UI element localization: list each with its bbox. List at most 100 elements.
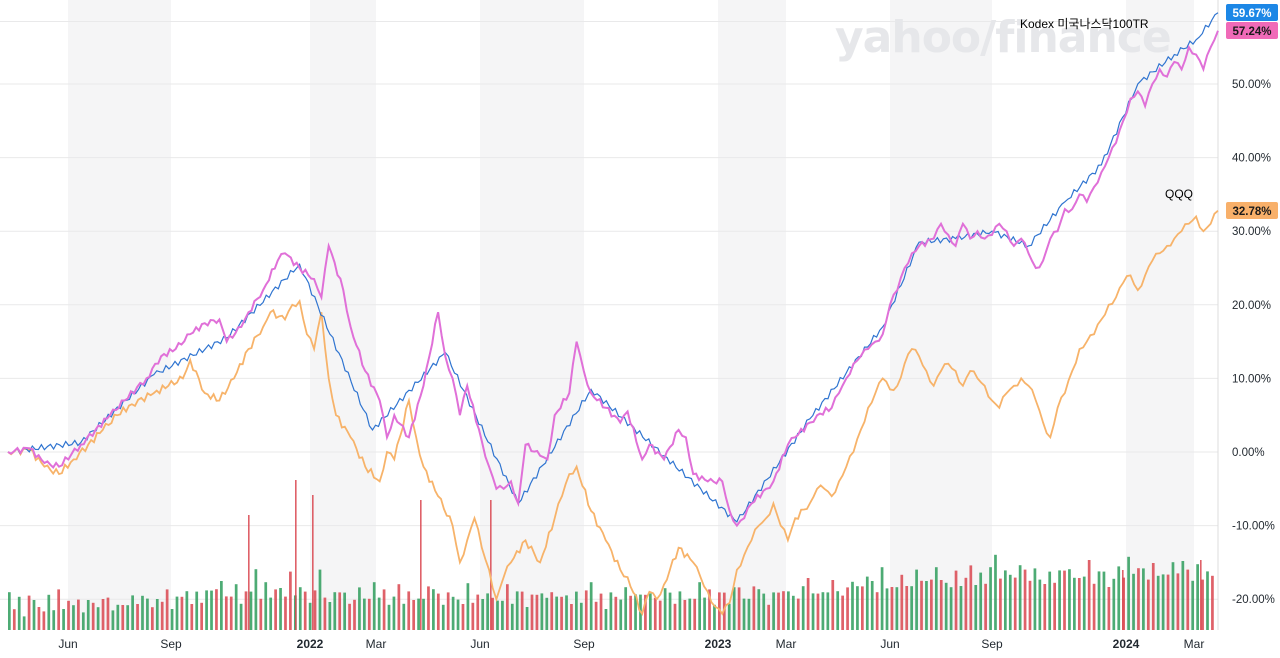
series-label-qqq: QQQ [1165, 187, 1193, 201]
volume-bar [870, 581, 874, 630]
volume-bar [77, 599, 80, 630]
volume-bar [175, 596, 179, 630]
volume-bar [693, 598, 697, 630]
volume-bar [698, 582, 701, 630]
x-tick-label: Sep [160, 637, 182, 651]
volume-bar [629, 595, 632, 630]
volume-bar [466, 583, 470, 630]
volume-bar [806, 578, 810, 630]
shade-band [890, 0, 992, 630]
volume-bar [170, 609, 174, 630]
yahoo-finance-watermark: yahoo/finance [835, 12, 1171, 63]
volume-bar [742, 598, 746, 630]
volume-bar [1058, 570, 1061, 630]
series-line-kodex [7, 30, 1219, 528]
volume-bar [821, 592, 825, 630]
volume-bar [456, 599, 460, 630]
volume-bar [1087, 560, 1091, 630]
x-tick-label: Mar [1184, 637, 1205, 651]
series-line-qqq [7, 210, 1219, 616]
volume-bar [801, 586, 805, 630]
volume-bar [486, 593, 489, 630]
volume-bar [1200, 560, 1202, 630]
x-tick-label: 2024 [1113, 637, 1140, 651]
volume-bar [446, 592, 450, 630]
volume-bar [338, 592, 342, 630]
volume-bar [121, 605, 125, 630]
volume-bar [930, 579, 933, 630]
volume-bar [944, 582, 948, 630]
volume-bar [767, 604, 771, 630]
shade-band [68, 0, 171, 630]
volume-bar [550, 592, 554, 630]
volume-bar [57, 589, 61, 630]
y-axis: 50.00% 40.00% 30.00% 20.00% 10.00% 0.00% -10.0… [1232, 79, 1275, 606]
volume-bar [1151, 563, 1155, 630]
volume-bar [589, 582, 593, 630]
volume-bar [1112, 578, 1116, 630]
volume-bar [624, 587, 628, 630]
volume-bar [1102, 571, 1106, 630]
volume-bar [614, 596, 618, 630]
volume-bar [259, 598, 263, 630]
volume-bar [989, 567, 992, 630]
volume-bar [363, 598, 366, 630]
volume-bar [244, 591, 248, 630]
volume-bar [969, 565, 973, 630]
x-tick-label: 2023 [705, 637, 732, 651]
y-tick-label: 40.00% [1232, 153, 1271, 165]
volume-bar [575, 591, 578, 630]
volume-bar [264, 582, 268, 630]
volume-bar [1082, 576, 1086, 630]
volume-bar [1073, 577, 1076, 630]
volume-bar [619, 599, 623, 630]
volume-bar [1068, 569, 1071, 630]
volume-bar [1211, 575, 1214, 630]
volume-bar [1127, 556, 1130, 630]
volume-bar [708, 589, 711, 630]
volume-bar [796, 598, 800, 630]
volume-bar [412, 600, 416, 630]
volume-bar [215, 589, 218, 630]
y-tick-label: 20.00% [1232, 300, 1271, 312]
volume-bar [47, 594, 51, 630]
volume-bar [752, 586, 756, 630]
volume-bar [42, 611, 46, 630]
volume-bar [895, 587, 899, 630]
y-tick-label: 30.00% [1232, 226, 1271, 238]
volume-bar [22, 616, 26, 630]
series-line-blue [7, 12, 1219, 523]
x-tick-label: Mar [776, 637, 797, 651]
y-tick-label: -20.00% [1232, 594, 1275, 606]
volume-bar [732, 587, 736, 630]
volume-bar [1206, 571, 1209, 630]
volume-bar [91, 602, 95, 630]
volume-bar [757, 589, 761, 630]
badge-kodex-bg [1226, 22, 1278, 39]
volume-bar [387, 604, 391, 630]
volume-bar [1033, 568, 1037, 630]
volume-bar [846, 587, 849, 630]
volume-bar [939, 580, 943, 630]
volume-bar [816, 593, 820, 630]
volume-bar [505, 584, 509, 630]
volume-bar [959, 586, 963, 630]
volume-bar [1043, 584, 1047, 630]
volume-bar [496, 600, 499, 630]
volume-bar [984, 583, 987, 630]
volume-bar [545, 597, 549, 630]
volume-bar [683, 600, 687, 630]
volume-bar [165, 589, 169, 630]
volume-bar [999, 578, 1002, 630]
series-labels: Kodex 미국나스닥100TR QQQ [1020, 17, 1193, 201]
volume-bar [471, 602, 475, 630]
volume-bar [111, 610, 115, 630]
volume-bar [1038, 579, 1042, 630]
volume-bar [298, 587, 302, 630]
volume-bar [220, 581, 223, 630]
volume-bar [1053, 582, 1057, 630]
volume-bar [269, 597, 273, 630]
volume-bar [1077, 578, 1081, 630]
volume-bar [392, 596, 396, 630]
volume-bar [747, 598, 751, 630]
